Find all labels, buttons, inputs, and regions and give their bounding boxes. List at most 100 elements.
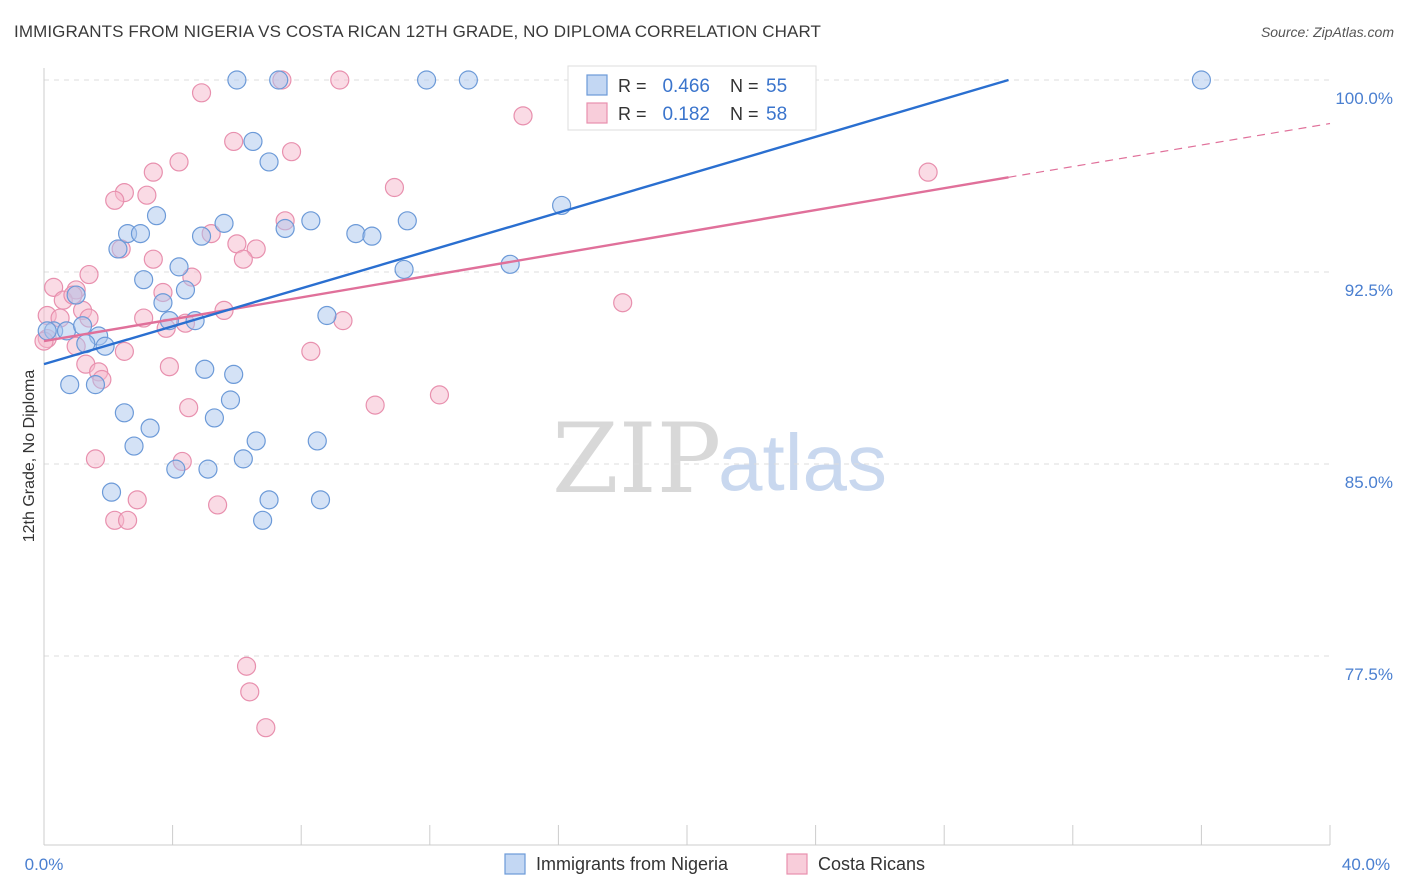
gridlines [44, 79, 1330, 657]
point-nigeria [458, 70, 478, 90]
point-nigeria [310, 490, 331, 510]
point-nigeria [394, 259, 414, 280]
point-nigeria [153, 293, 173, 313]
trend-lines [43, 78, 1331, 366]
point-costa-ricans [44, 277, 64, 297]
point-nigeria [246, 431, 266, 451]
point-nigeria [243, 131, 263, 152]
point-nigeria [101, 482, 122, 502]
y-tick-label: 77.5% [1345, 665, 1393, 684]
point-nigeria [259, 490, 279, 510]
point-costa-ricans [208, 495, 228, 515]
point-nigeria [269, 70, 289, 90]
point-costa-ricans [513, 106, 533, 126]
point-nigeria [224, 364, 244, 384]
point-costa-ricans [79, 264, 99, 285]
point-nigeria [169, 257, 189, 277]
point-costa-ricans [179, 398, 199, 418]
point-nigeria [362, 226, 382, 246]
point-nigeria [66, 285, 86, 305]
trend-line-costa-ricans-extension [1008, 122, 1331, 178]
point-costa-ricans [240, 682, 260, 702]
point-costa-ricans [301, 341, 321, 361]
point-costa-ricans [169, 152, 189, 172]
legend-n-label-1: N = [730, 76, 759, 96]
point-costa-ricans [143, 162, 163, 182]
point-nigeria [166, 459, 186, 479]
bottom-legend-label-nigeria: Immigrants from Nigeria [536, 854, 729, 874]
point-nigeria [72, 316, 93, 336]
point-nigeria [500, 254, 520, 274]
top-legend: R = 0.466 N = 55 R = 0.182 N = 58 [567, 65, 817, 131]
legend-r-label-2: R = [618, 104, 647, 124]
point-costa-ricans [333, 311, 353, 331]
point-nigeria [60, 375, 80, 395]
point-nigeria [227, 70, 247, 90]
trend-line-nigeria [43, 78, 1009, 366]
legend-swatch-costa-ricans [586, 102, 608, 124]
point-costa-ricans [105, 190, 125, 210]
point-nigeria [124, 436, 144, 456]
point-nigeria [317, 305, 337, 326]
point-costa-ricans [159, 357, 179, 377]
point-nigeria [253, 510, 273, 530]
y-tick-label: 100.0% [1335, 89, 1393, 108]
point-costa-ricans [384, 177, 405, 198]
bottom-legend-label-costa-ricans: Costa Ricans [818, 854, 925, 874]
point-nigeria [108, 239, 128, 259]
point-nigeria [204, 408, 224, 428]
y-tick-label: 85.0% [1345, 473, 1393, 492]
point-costa-ricans [256, 718, 276, 738]
point-nigeria [140, 418, 160, 438]
point-costa-ricans [117, 510, 138, 530]
point-nigeria [397, 211, 417, 231]
point-costa-ricans [114, 341, 134, 361]
trend-line-costa-ricans [43, 176, 1009, 343]
bottom-legend: Immigrants from Nigeria Costa Ricans [504, 853, 925, 875]
point-nigeria [259, 152, 279, 172]
y-tick-labels: 77.5% 85.0% 92.5% 100.0% [1335, 89, 1393, 684]
legend-r-value-2: 0.182 [662, 104, 710, 125]
point-costa-ricans [143, 249, 163, 269]
point-nigeria [134, 270, 154, 290]
legend-r-label-1: R = [618, 76, 647, 96]
point-nigeria [175, 280, 196, 300]
point-costa-ricans [613, 293, 633, 313]
point-costa-ricans [330, 70, 350, 90]
point-costa-ricans [918, 162, 938, 182]
point-costa-ricans [233, 249, 253, 269]
point-costa-ricans [365, 395, 385, 415]
legend-box [567, 65, 817, 131]
point-nigeria [85, 375, 106, 395]
point-costa-ricans [224, 131, 244, 152]
legend-n-value-1: 55 [766, 76, 787, 97]
point-nigeria [275, 218, 295, 239]
bottom-legend-swatch-costa-ricans [786, 853, 808, 875]
point-costa-ricans [85, 449, 106, 469]
point-costa-ricans [127, 490, 147, 510]
watermark-zip: ZIP [552, 403, 721, 515]
point-nigeria [191, 226, 212, 246]
x-tick-label-max: 40.0% [1342, 855, 1390, 874]
point-nigeria [198, 459, 218, 479]
point-costa-ricans [191, 83, 212, 103]
point-nigeria [130, 224, 151, 244]
point-costa-ricans [281, 142, 302, 162]
series-costa-ricans [34, 70, 938, 738]
point-nigeria [214, 213, 234, 233]
legend-swatch-nigeria [586, 74, 608, 96]
legend-r-value-1: 0.466 [662, 76, 710, 97]
source-label: Source: ZipAtlas.com [1260, 24, 1394, 40]
x-tick-label-min: 0.0% [25, 855, 64, 874]
point-nigeria [114, 403, 134, 423]
point-costa-ricans [246, 239, 266, 259]
point-costa-ricans [137, 185, 157, 205]
point-nigeria [416, 70, 437, 90]
legend-n-label-2: N = [730, 104, 759, 124]
point-nigeria [195, 359, 215, 379]
legend-n-value-2: 58 [766, 104, 787, 125]
point-nigeria [233, 449, 253, 469]
point-nigeria [301, 211, 321, 231]
chart-title: IMMIGRANTS FROM NIGERIA VS COSTA RICAN 1… [14, 22, 822, 41]
